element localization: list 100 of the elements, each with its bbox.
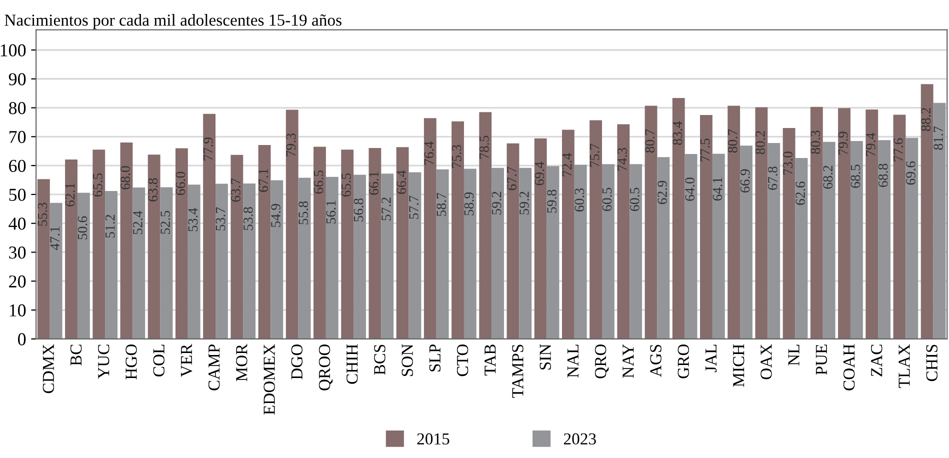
x-tick-label: TAMPS: [512, 344, 524, 398]
data-label: 76.4: [424, 142, 434, 165]
x-tick-label: NAY: [622, 344, 634, 378]
bar: [644, 106, 658, 339]
data-label: 83.4: [672, 121, 682, 145]
bar: [810, 106, 823, 339]
data-label: 57.2: [382, 198, 391, 220]
data-label: 57.7: [409, 196, 419, 219]
x-tick-label: SLP: [429, 344, 441, 372]
bar: [630, 164, 642, 339]
bar: [258, 145, 271, 339]
x-tick-label: CTO: [456, 344, 468, 376]
bar: [65, 159, 78, 339]
data-label: 52.5: [160, 210, 170, 234]
x-tick-label: NL: [788, 344, 800, 366]
y-tick-label: 50: [9, 188, 26, 201]
bar: [230, 154, 244, 339]
data-label: 75.7: [590, 144, 600, 167]
bar: [286, 110, 298, 339]
bar: [368, 148, 382, 339]
bar: [270, 180, 284, 339]
x-tick-label: DGO: [291, 344, 303, 380]
x-tick-label: EDOMEX: [264, 344, 275, 415]
data-label: 67.8: [768, 166, 778, 190]
data-label: 66.1: [369, 172, 378, 195]
x-tick-label: PUE: [816, 344, 828, 375]
data-label: 47.1: [50, 226, 60, 250]
bar: [672, 98, 685, 339]
bar: [878, 140, 891, 339]
data-label: 56.8: [354, 198, 364, 222]
bar: [838, 108, 850, 339]
x-tick-label: YUC: [98, 344, 110, 379]
data-label: 62.6: [796, 182, 806, 205]
y-tick-label: 30: [9, 246, 26, 259]
data-label: 55.3: [38, 202, 48, 226]
data-label: 60.3: [574, 188, 584, 212]
y-tick-label: 60: [9, 160, 26, 172]
bar: [519, 168, 532, 339]
bar: [795, 158, 808, 339]
x-tick-label: QROO: [318, 344, 333, 390]
bar: [92, 150, 106, 339]
data-label: 67.1: [258, 169, 268, 192]
x-tick-label: SIN: [540, 344, 551, 370]
x-tick-label: CDMX: [42, 344, 54, 394]
bar: [755, 107, 768, 339]
x-tick-label: JAL: [705, 344, 717, 372]
data-label: 68.8: [878, 164, 888, 187]
data-label: 58.9: [464, 192, 474, 216]
bar: [574, 164, 587, 339]
bar: [436, 169, 449, 339]
data-label: 58.7: [436, 192, 446, 216]
data-label: 60.5: [602, 188, 612, 211]
data-label: 66.4: [396, 170, 406, 194]
bar: [562, 130, 574, 339]
y-tick-label: 20: [9, 275, 26, 288]
x-tick-label: AGS: [650, 344, 662, 377]
bar: [341, 150, 354, 339]
x-tick-label: BCS: [374, 344, 386, 375]
bar: [712, 154, 725, 339]
bar: [602, 164, 614, 339]
bar: [700, 115, 712, 339]
data-label: 54.9: [271, 204, 280, 227]
bar: [37, 179, 50, 339]
bar: [424, 118, 436, 339]
data-label: 53.7: [216, 207, 226, 230]
data-label: 66.5: [314, 170, 324, 194]
y-tick-label: 90: [8, 73, 26, 86]
bar: [188, 184, 200, 339]
bar: [354, 174, 366, 339]
bar: [657, 157, 670, 339]
bar: [479, 112, 492, 339]
bar: [768, 143, 780, 339]
data-label: 77.9: [203, 138, 213, 160]
data-label: 68.2: [823, 166, 833, 189]
data-label: 63.8: [148, 178, 158, 202]
x-tick-label: VER: [180, 344, 192, 377]
data-label: 67.7: [507, 166, 517, 190]
bar: [148, 154, 160, 339]
data-label: 80.7: [728, 129, 738, 153]
data-label: 59.2: [492, 192, 502, 214]
bar: [216, 184, 228, 339]
data-label: 79.3: [286, 133, 296, 156]
data-label: 63.7: [231, 178, 240, 202]
bar: [243, 183, 256, 339]
bar: [617, 124, 630, 339]
x-tick-label: GRO: [678, 344, 690, 378]
y-tick-label: 100: [0, 44, 26, 56]
data-label: 69.6: [906, 161, 916, 185]
data-label: 60.5: [630, 188, 640, 211]
x-tick-label: OAX: [760, 344, 772, 380]
data-label: 55.8: [298, 201, 308, 224]
chart-title: Nacimientos por cada mil adolescentes 15-19 años: [4, 14, 342, 30]
bar: [452, 121, 464, 339]
bar: [866, 110, 878, 339]
bar: [850, 141, 863, 339]
data-label: 74.3: [618, 148, 627, 171]
data-label: 52.4: [133, 210, 142, 234]
bar: [920, 84, 934, 339]
bar: [464, 168, 476, 339]
bar: [590, 120, 602, 339]
